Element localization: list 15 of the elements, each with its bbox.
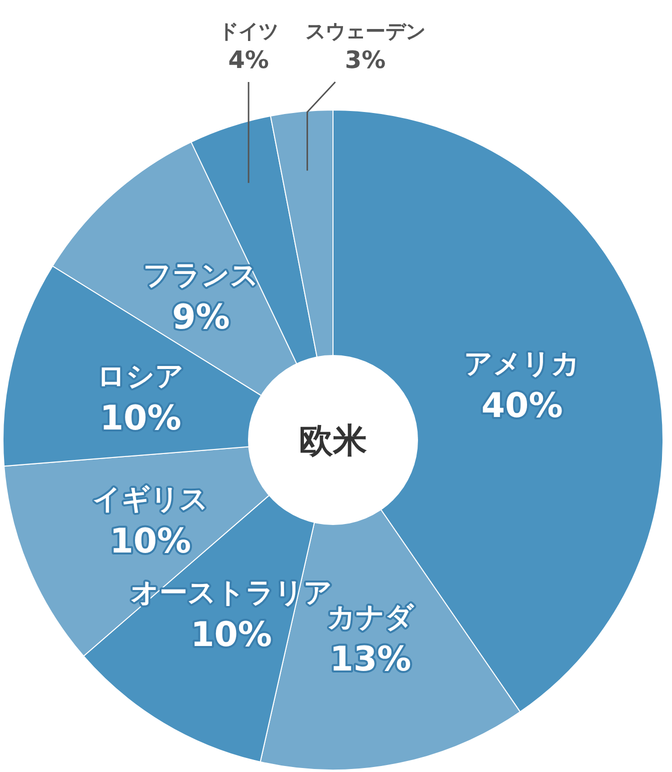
data-label: 9% <box>172 297 230 338</box>
data-label: 3% <box>344 46 386 74</box>
data-label: 40% <box>481 386 563 426</box>
slice-label: ロシア <box>97 359 184 392</box>
data-label: 10% <box>110 521 192 562</box>
slice-label: フランス <box>142 258 259 292</box>
text: 欧米 <box>299 420 367 461</box>
data-label: 10% <box>190 614 272 655</box>
slice-label: アメリカ <box>464 347 580 380</box>
slice-label: イギリス <box>92 482 208 516</box>
data-label: 13% <box>330 639 412 680</box>
data-label: 10% <box>100 398 182 438</box>
data-label: 4% <box>228 46 269 74</box>
slice-label: スウェーデン <box>305 19 426 43</box>
slice-label: ドイツ <box>218 19 279 43</box>
